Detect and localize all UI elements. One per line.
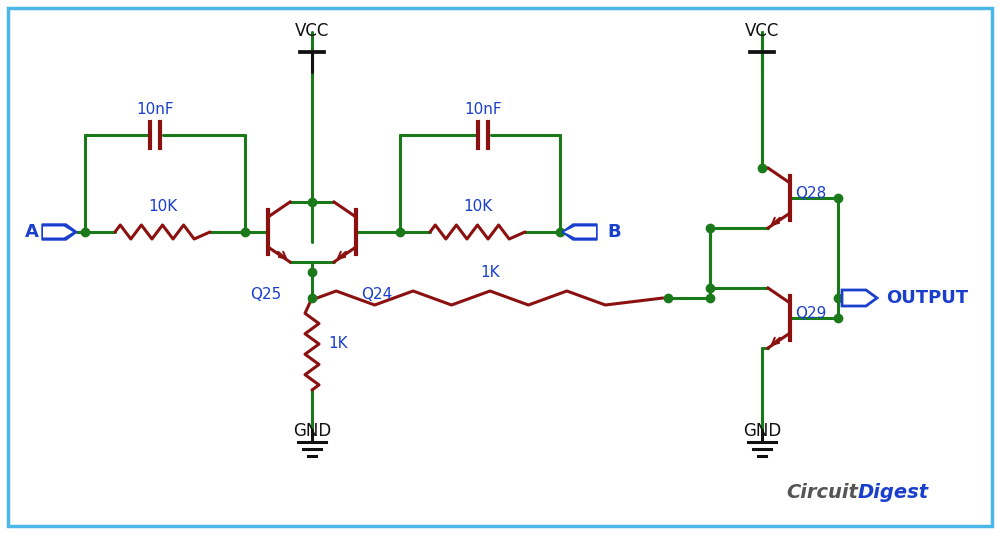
Text: GND: GND [293, 422, 331, 440]
Text: Circuit: Circuit [786, 483, 858, 502]
Text: A: A [25, 223, 39, 241]
Polygon shape [564, 226, 596, 238]
Text: Digest: Digest [858, 483, 929, 502]
Text: VCC: VCC [295, 22, 329, 40]
Polygon shape [43, 226, 73, 238]
Text: Q24: Q24 [361, 287, 392, 302]
Text: 10K: 10K [148, 199, 177, 214]
Text: B: B [607, 223, 621, 241]
Text: 10nF: 10nF [464, 102, 502, 117]
Text: Q25: Q25 [250, 287, 281, 302]
Text: 10K: 10K [463, 199, 492, 214]
Text: 1K: 1K [328, 336, 348, 351]
Text: VCC: VCC [745, 22, 779, 40]
Text: Q29: Q29 [795, 305, 826, 320]
Polygon shape [42, 224, 77, 240]
Text: Q28: Q28 [795, 185, 826, 200]
Text: GND: GND [743, 422, 781, 440]
Text: 10nF: 10nF [136, 102, 174, 117]
Text: OUTPUT: OUTPUT [886, 289, 968, 307]
Polygon shape [842, 290, 877, 306]
Polygon shape [562, 224, 597, 240]
Text: 1K: 1K [480, 265, 500, 280]
